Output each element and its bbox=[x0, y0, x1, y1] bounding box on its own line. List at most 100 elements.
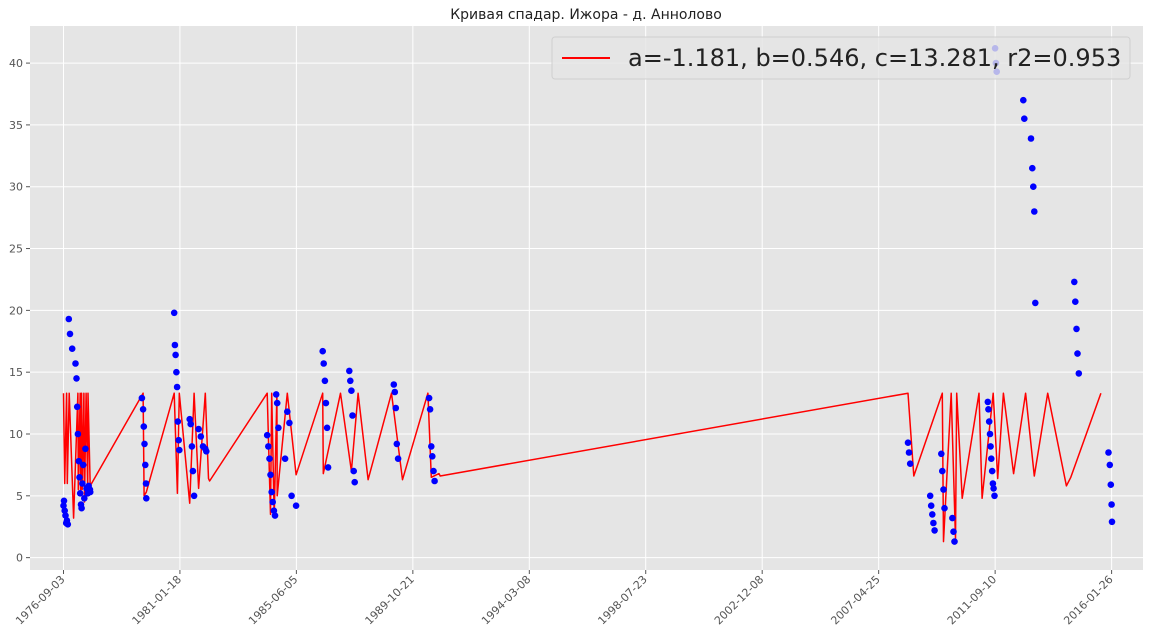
data-point bbox=[320, 360, 328, 367]
data-point bbox=[429, 453, 436, 460]
data-point bbox=[86, 488, 94, 496]
data-point bbox=[171, 341, 179, 349]
data-point bbox=[79, 480, 86, 487]
data-point bbox=[65, 315, 73, 323]
data-point bbox=[175, 436, 182, 444]
data-point bbox=[1031, 208, 1038, 215]
data-point bbox=[426, 406, 434, 413]
data-point bbox=[926, 492, 934, 500]
x-tick-label: 2016-01-26 bbox=[1061, 573, 1115, 627]
data-point bbox=[346, 367, 353, 375]
data-point bbox=[265, 443, 272, 450]
data-point bbox=[390, 381, 398, 388]
data-point bbox=[170, 309, 178, 317]
data-point bbox=[75, 457, 83, 465]
data-point bbox=[991, 492, 998, 500]
data-point bbox=[319, 347, 327, 355]
grid bbox=[30, 26, 1143, 570]
data-point bbox=[284, 408, 291, 416]
legend-label: a=-1.181, b=0.546, c=13.281, r2=0.953 bbox=[628, 44, 1121, 72]
x-tick-label: 1989-10-21 bbox=[363, 573, 417, 627]
data-point bbox=[938, 450, 945, 458]
data-point bbox=[173, 368, 180, 376]
data-point bbox=[1071, 278, 1078, 286]
data-point bbox=[272, 391, 280, 398]
data-point bbox=[186, 415, 193, 423]
x-tick-label: 1976-09-03 bbox=[13, 573, 67, 627]
data-point bbox=[76, 490, 84, 497]
data-point bbox=[988, 455, 995, 463]
y-tick-label: 0 bbox=[16, 552, 23, 565]
data-point bbox=[68, 345, 76, 353]
legend-box bbox=[551, 36, 1131, 80]
data-point bbox=[188, 443, 196, 450]
data-point bbox=[985, 406, 992, 413]
data-point bbox=[76, 474, 83, 481]
data-point bbox=[172, 351, 179, 359]
data-point bbox=[984, 398, 992, 406]
data-point bbox=[74, 430, 82, 438]
data-point bbox=[986, 430, 994, 438]
data-point bbox=[64, 521, 72, 528]
data-point bbox=[1027, 135, 1035, 142]
data-point bbox=[195, 425, 202, 433]
data-point bbox=[323, 424, 331, 432]
data-point bbox=[1029, 164, 1036, 172]
y-tick-label: 20 bbox=[9, 304, 23, 317]
data-point bbox=[1072, 298, 1079, 306]
data-point bbox=[190, 492, 198, 500]
data-point bbox=[73, 375, 80, 382]
data-point bbox=[391, 388, 399, 396]
data-point bbox=[267, 471, 274, 479]
data-point bbox=[990, 485, 997, 492]
data-point bbox=[1105, 449, 1112, 456]
fit-curve-line bbox=[62, 392, 1102, 543]
data-points-layer bbox=[60, 45, 1116, 545]
y-tick-label: 30 bbox=[9, 181, 23, 194]
data-point bbox=[322, 399, 330, 407]
data-point bbox=[268, 488, 276, 496]
data-point bbox=[927, 502, 935, 510]
legend: a=-1.181, b=0.546, c=13.281, r2=0.953 bbox=[551, 36, 1131, 80]
plot-area bbox=[30, 26, 1143, 570]
data-point bbox=[939, 467, 946, 475]
data-point bbox=[60, 502, 67, 510]
data-point bbox=[266, 455, 273, 463]
data-point bbox=[393, 440, 401, 448]
y-tick-label: 5 bbox=[16, 490, 23, 503]
data-point bbox=[271, 512, 279, 519]
y-tick-label: 40 bbox=[9, 57, 23, 70]
data-point bbox=[430, 467, 437, 475]
data-point bbox=[988, 467, 996, 475]
data-point bbox=[1107, 481, 1115, 489]
data-point bbox=[1106, 461, 1114, 469]
x-tick-label: 2011-09-10 bbox=[945, 573, 999, 627]
x-tick-label: 1985-06-05 bbox=[246, 573, 300, 627]
data-point bbox=[187, 420, 194, 428]
data-point bbox=[930, 519, 937, 527]
data-point bbox=[269, 498, 277, 506]
data-point bbox=[142, 461, 149, 469]
y-tick-label: 15 bbox=[9, 366, 23, 379]
data-point bbox=[82, 445, 89, 453]
data-point bbox=[905, 449, 913, 456]
data-point bbox=[73, 403, 81, 411]
data-point bbox=[1032, 299, 1039, 307]
data-point bbox=[431, 477, 438, 485]
x-tick-label: 2007-04-25 bbox=[828, 573, 882, 627]
data-point bbox=[79, 461, 87, 469]
data-point bbox=[263, 431, 271, 439]
data-point bbox=[985, 418, 993, 425]
data-point bbox=[81, 495, 88, 502]
data-point bbox=[394, 455, 402, 463]
data-point bbox=[950, 528, 957, 535]
data-point bbox=[138, 394, 146, 402]
data-point bbox=[203, 448, 210, 455]
data-point bbox=[288, 492, 295, 500]
data-point bbox=[1073, 325, 1080, 333]
x-tick-label: 1998-07-23 bbox=[595, 573, 649, 627]
data-point bbox=[987, 443, 994, 450]
x-tick-label: 1994-03-08 bbox=[479, 573, 533, 627]
data-point bbox=[347, 377, 354, 385]
